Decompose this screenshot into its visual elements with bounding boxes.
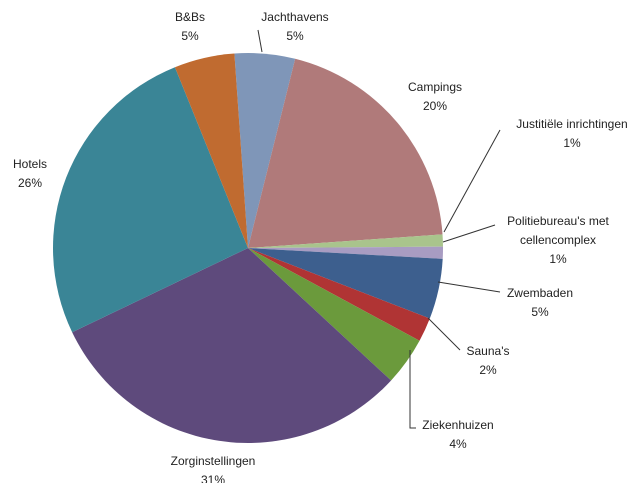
slice-label: B&Bs 5%	[160, 8, 220, 46]
slice-label: Zwembaden 5%	[495, 284, 585, 322]
pie-slice	[248, 58, 443, 249]
percent-label: 2%	[479, 363, 497, 377]
category-name: Justitiële inrichtingen	[516, 117, 628, 131]
pie-slice	[52, 67, 249, 333]
percent-label: 5%	[181, 29, 199, 43]
leader-line	[442, 224, 496, 243]
percent-label: 5%	[531, 305, 549, 319]
pie-slice	[248, 234, 443, 248]
slice-label: Sauna's 2%	[453, 342, 523, 380]
pie-slice	[248, 248, 420, 381]
category-name: Ziekenhuizen	[422, 418, 494, 432]
percent-label: 20%	[422, 99, 448, 113]
pie-slice	[248, 246, 443, 259]
leader-line	[257, 29, 263, 53]
leader-line	[409, 350, 416, 429]
leader-line	[443, 129, 501, 233]
pie-slice	[248, 248, 430, 341]
category-name: Zwembaden	[506, 286, 574, 300]
pie-slice	[234, 52, 296, 248]
slice-label: Ziekenhuizen 4%	[413, 416, 503, 454]
percent-label: 1%	[549, 252, 567, 266]
slice-label: Campings 20%	[390, 78, 480, 116]
category-name: Hotels	[12, 157, 47, 171]
pie-slice	[174, 53, 248, 249]
slice-label: Hotels 26%	[0, 155, 65, 193]
percent-label: 26%	[17, 176, 43, 190]
category-name: Zorginstellingen	[170, 454, 256, 468]
category-name: Campings	[407, 80, 463, 94]
percent-label: 4%	[449, 437, 467, 451]
leader-line	[427, 317, 461, 351]
category-name: Politiebureau's met cellencomplex	[507, 214, 609, 247]
pie-slice	[72, 248, 392, 444]
percent-label: 5%	[286, 29, 304, 43]
percent-label: 31%	[200, 473, 226, 483]
category-name: Sauna's	[466, 344, 510, 358]
slice-label: Jachthavens 5%	[250, 8, 340, 46]
slice-label: Politiebureau's met cellencomplex 1%	[493, 212, 623, 269]
slice-label: Zorginstellingen 31%	[153, 452, 273, 483]
pie-slice	[248, 248, 443, 319]
category-name: B&Bs	[174, 10, 205, 24]
percent-label: 1%	[563, 136, 581, 150]
leader-line	[437, 281, 501, 293]
category-name: Jachthavens	[261, 10, 329, 24]
slice-label: Justitiële inrichtingen 1%	[497, 115, 640, 153]
